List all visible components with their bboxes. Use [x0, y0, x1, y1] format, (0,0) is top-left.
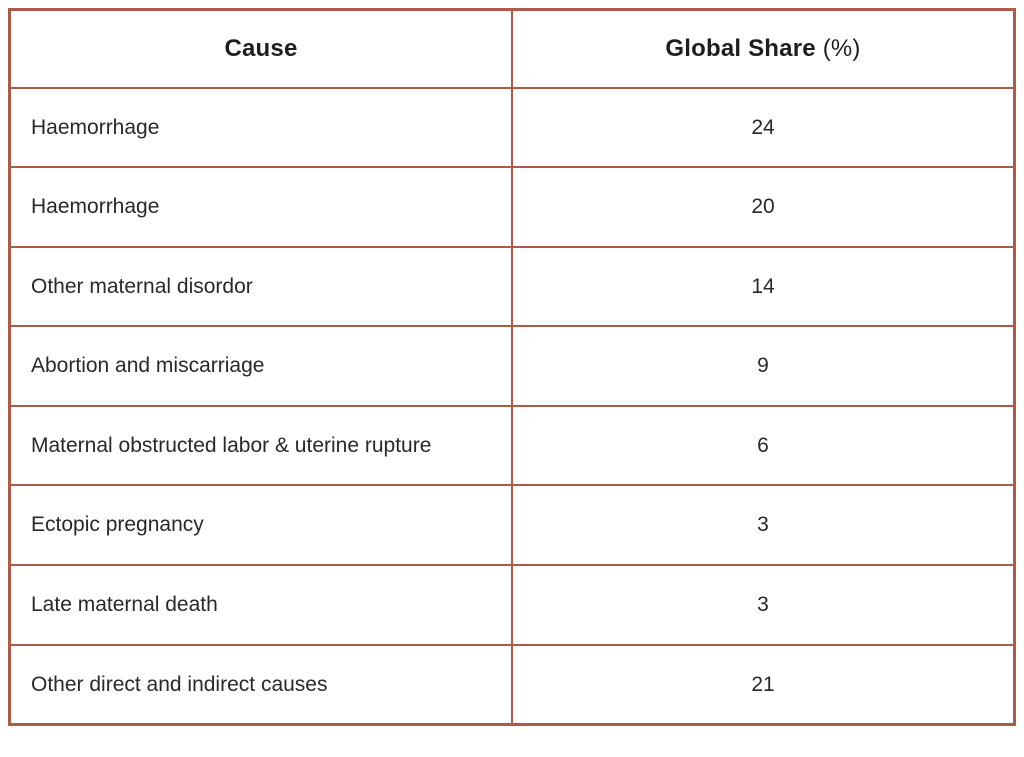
table-row: Other direct and indirect causes 21 [8, 643, 1016, 726]
header-cell-share: Global Share (%) [511, 8, 1016, 89]
cause-label: Abortion and miscarriage [31, 354, 265, 378]
table-row: Abortion and miscarriage 9 [8, 325, 1016, 407]
share-cell: 24 [511, 86, 1016, 169]
share-cell: 14 [511, 245, 1016, 328]
cause-cell: Other direct and indirect causes [8, 643, 513, 726]
table-row: Other maternal disordor 14 [8, 245, 1016, 328]
table-row: Haemorrhage 24 [8, 86, 1016, 169]
table-row: Maternal obstructed labor & uterine rupt… [8, 404, 1016, 487]
share-cell: 21 [511, 643, 1016, 726]
share-cell: 3 [511, 564, 1016, 646]
share-cell: 6 [511, 404, 1016, 487]
header-share-unit: (%) [822, 34, 861, 62]
cause-cell: Late maternal death [8, 564, 513, 646]
header-share-label: Global Share [665, 34, 816, 62]
cause-label: Haemorrhage [31, 195, 160, 219]
cause-label: Ectopic pregnancy [31, 513, 204, 537]
cause-cell: Haemorrhage [8, 166, 513, 248]
cause-label: Other maternal disordor [31, 274, 253, 298]
share-cell: 9 [511, 325, 1016, 407]
header-row: Cause Global Share (%) [8, 8, 1016, 89]
table-row: Haemorrhage 20 [8, 166, 1016, 248]
table-row: Late maternal death 3 [8, 564, 1016, 646]
header-cell-cause: Cause [8, 8, 513, 89]
table-row: Ectopic pregnancy 3 [8, 484, 1016, 567]
share-cell: 20 [511, 166, 1016, 248]
cause-cell: Ectopic pregnancy [8, 484, 513, 567]
cause-cell: Abortion and miscarriage [8, 325, 513, 407]
cause-cell: Maternal obstructed labor & uterine rupt… [8, 404, 513, 487]
causes-table: Cause Global Share (%) Haemorrhage 24 Ha… [8, 8, 1016, 727]
cause-label: Haemorrhage [31, 115, 160, 139]
cause-label: Maternal obstructed labor & uterine rupt… [31, 433, 432, 457]
share-cell: 3 [511, 484, 1016, 567]
cause-cell: Other maternal disordor [8, 245, 513, 328]
table-body: Haemorrhage 24 Haemorrhage 20 Other mate… [8, 86, 1016, 726]
cause-cell: Haemorrhage [8, 86, 513, 169]
header-cause-label: Cause [224, 34, 298, 62]
cause-label: Other direct and indirect causes [31, 672, 328, 696]
cause-label: Late maternal death [31, 593, 218, 617]
